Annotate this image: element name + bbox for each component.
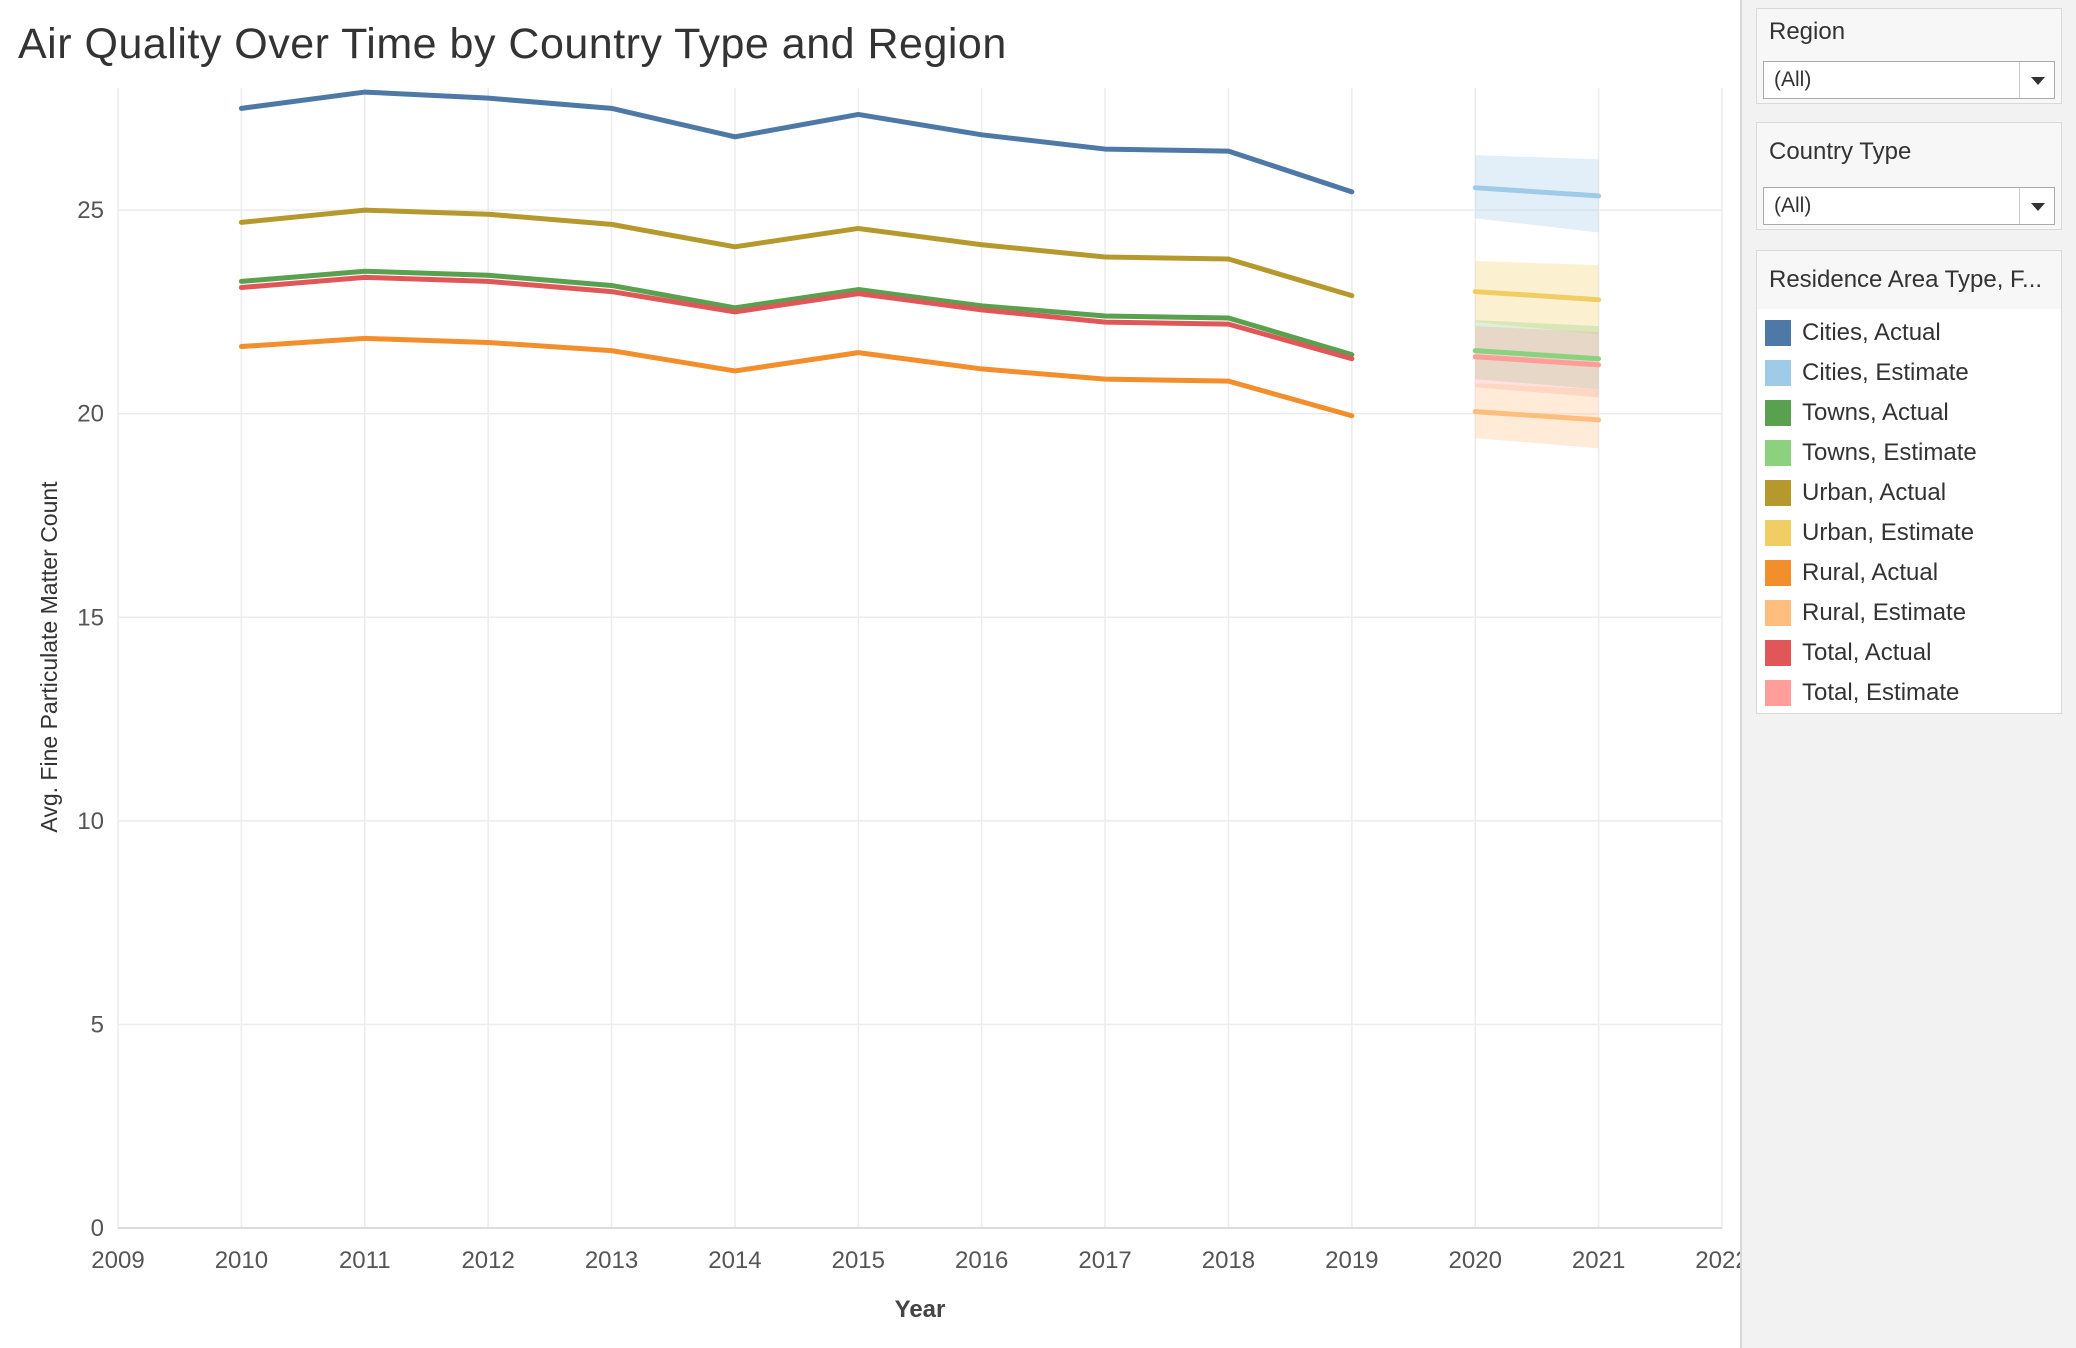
legend-swatch [1765,400,1791,426]
legend-label: Towns, Estimate [1802,439,1977,466]
country-type-dropdown[interactable]: (All) [1763,187,2055,225]
legend-item[interactable]: Total, Estimate [1757,673,2061,713]
legend-swatch [1765,680,1791,706]
x-tick-label: 2018 [1202,1247,1255,1274]
legend-swatch [1765,560,1791,586]
legend-item[interactable]: Towns, Actual [1757,393,2061,433]
x-tick-label: 2022 [1695,1247,1740,1274]
x-tick-label: 2015 [832,1247,885,1274]
legend-swatch [1765,440,1791,466]
side-panel: Region (All) Country Type (All) Residenc… [1740,0,2076,1348]
country-type-filter-title: Country Type [1757,123,2061,181]
x-tick-label: 2010 [215,1247,268,1274]
chevron-down-icon[interactable] [2019,188,2054,224]
x-tick-label: 2016 [955,1247,1008,1274]
chart-title: Air Quality Over Time by Country Type an… [18,20,1007,68]
series-line [1472,354,1602,368]
legend-swatch [1765,480,1791,506]
legend-label: Urban, Actual [1802,479,1947,506]
legend-item[interactable]: Total, Actual [1757,633,2061,673]
series-line [1472,409,1602,423]
legend-item[interactable]: Rural, Estimate [1757,593,2061,633]
chevron-down-icon[interactable] [2019,62,2054,98]
series-line [238,274,1355,362]
legend-swatch [1765,640,1791,666]
x-tick-label: 2021 [1572,1247,1625,1274]
legend-swatch [1765,360,1791,386]
region-dropdown[interactable]: (All) [1763,61,2055,99]
x-tick-label: 2013 [585,1247,638,1274]
series-line [1472,289,1602,303]
legend-label: Cities, Actual [1802,319,1941,346]
color-legend: Residence Area Type, F... Cities, Actual… [1756,250,2062,714]
y-axis-label: Avg. Fine Particulate Matter Count [36,481,62,833]
x-tick-label: 2014 [708,1247,761,1274]
x-axis-label: Year [895,1296,946,1323]
y-tick-label: 0 [91,1215,104,1242]
y-tick-label: 15 [77,604,104,631]
x-tick-label: 2011 [339,1247,391,1274]
x-tick-label: 2012 [461,1247,514,1274]
series-line [238,207,1355,299]
legend-label: Cities, Estimate [1802,359,1969,386]
legend-item[interactable]: Cities, Estimate [1757,353,2061,393]
series-line [1472,185,1602,199]
legend-swatch [1765,600,1791,626]
x-tick-label: 2017 [1078,1247,1131,1274]
legend-item[interactable]: Cities, Actual [1757,313,2061,353]
legend-label: Towns, Actual [1802,399,1949,426]
y-tick-label: 5 [91,1011,104,1038]
estimate-bands [1475,155,1599,449]
legend-item[interactable]: Urban, Estimate [1757,513,2061,553]
series-line [238,335,1355,419]
x-tick-label: 2019 [1325,1247,1378,1274]
legend-swatch [1765,520,1791,546]
series-line [238,89,1355,195]
series-line [238,268,1355,358]
country-type-filter: Country Type (All) [1756,122,2062,230]
region-filter: Region (All) [1756,8,2062,104]
legend-item[interactable]: Towns, Estimate [1757,433,2061,473]
gridlines [117,88,1723,1229]
y-tick-label: 25 [77,197,104,224]
legend-label: Rural, Actual [1802,559,1939,586]
x-tick-label: 2020 [1449,1247,1502,1274]
y-axis-ticks: 0 5 10 15 20 25 [77,197,104,1242]
series-line [1472,348,1602,362]
legend-label: Rural, Estimate [1802,599,1967,626]
legend-label: Urban, Estimate [1802,519,1975,546]
y-tick-label: 20 [77,401,104,428]
legend-label: Total, Actual [1802,639,1932,666]
legend-label: Total, Estimate [1802,679,1960,706]
x-axis-ticks: 2009 2010 2011 2012 2013 2014 2015 2016 2017 2018… [91,1247,1740,1274]
legend-title: Residence Area Type, F... [1757,251,2061,309]
legend-swatch [1765,320,1791,346]
legend-item[interactable]: Rural, Actual [1757,553,2061,593]
legend-item[interactable]: Urban, Actual [1757,473,2061,513]
region-dropdown-value: (All) [1774,68,1812,91]
x-tick-label: 2009 [91,1247,144,1274]
y-tick-label: 10 [77,808,104,835]
series-lines [238,89,1602,423]
country-type-dropdown-value: (All) [1774,194,1812,217]
region-filter-title: Region [1757,9,2061,55]
